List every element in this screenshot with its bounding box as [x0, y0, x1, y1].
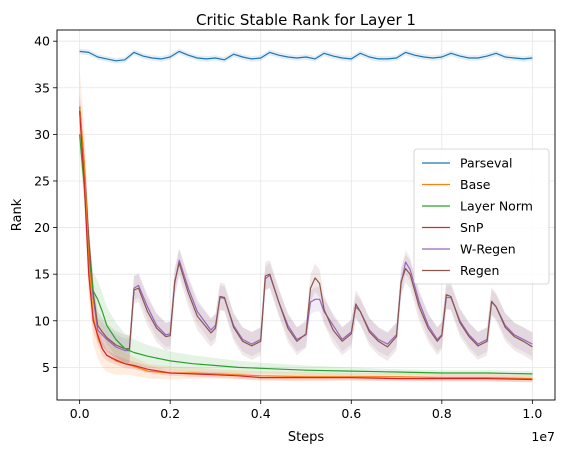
x-tick-label: 0.8	[432, 406, 452, 421]
y-tick-label: 25	[34, 173, 50, 188]
y-tick-label: 30	[34, 127, 50, 142]
x-tick-label: 1.0	[522, 406, 542, 421]
y-tick-label: 35	[34, 80, 50, 95]
x-tick-label: 0.4	[251, 406, 271, 421]
legend-label-base: Base	[460, 177, 491, 192]
legend-label-snp: SnP	[460, 220, 484, 235]
y-tick-label: 10	[34, 313, 50, 328]
x-axis-offset-label: 1e7	[531, 429, 555, 444]
y-tick-label: 40	[34, 34, 50, 49]
chart-title: Critic Stable Rank for Layer 1	[196, 11, 416, 29]
legend-label-layer-norm: Layer Norm	[460, 199, 533, 214]
y-tick-label: 15	[34, 267, 50, 282]
y-tick-label: 5	[42, 360, 50, 375]
legend-label-parseval: Parseval	[460, 156, 513, 171]
y-tick-label: 20	[34, 220, 50, 235]
x-tick-label: 0.2	[160, 406, 180, 421]
x-tick-label: 0.6	[341, 406, 361, 421]
x-tick-label: 0.0	[70, 406, 90, 421]
y-axis-label: Rank	[10, 198, 25, 231]
legend: Parseval Base Layer Norm SnP W-Regen Regen	[414, 149, 549, 284]
legend-label-w-regen: W-Regen	[460, 242, 516, 257]
x-axis-label: Steps	[288, 430, 325, 445]
legend-label-regen: Regen	[460, 263, 499, 278]
